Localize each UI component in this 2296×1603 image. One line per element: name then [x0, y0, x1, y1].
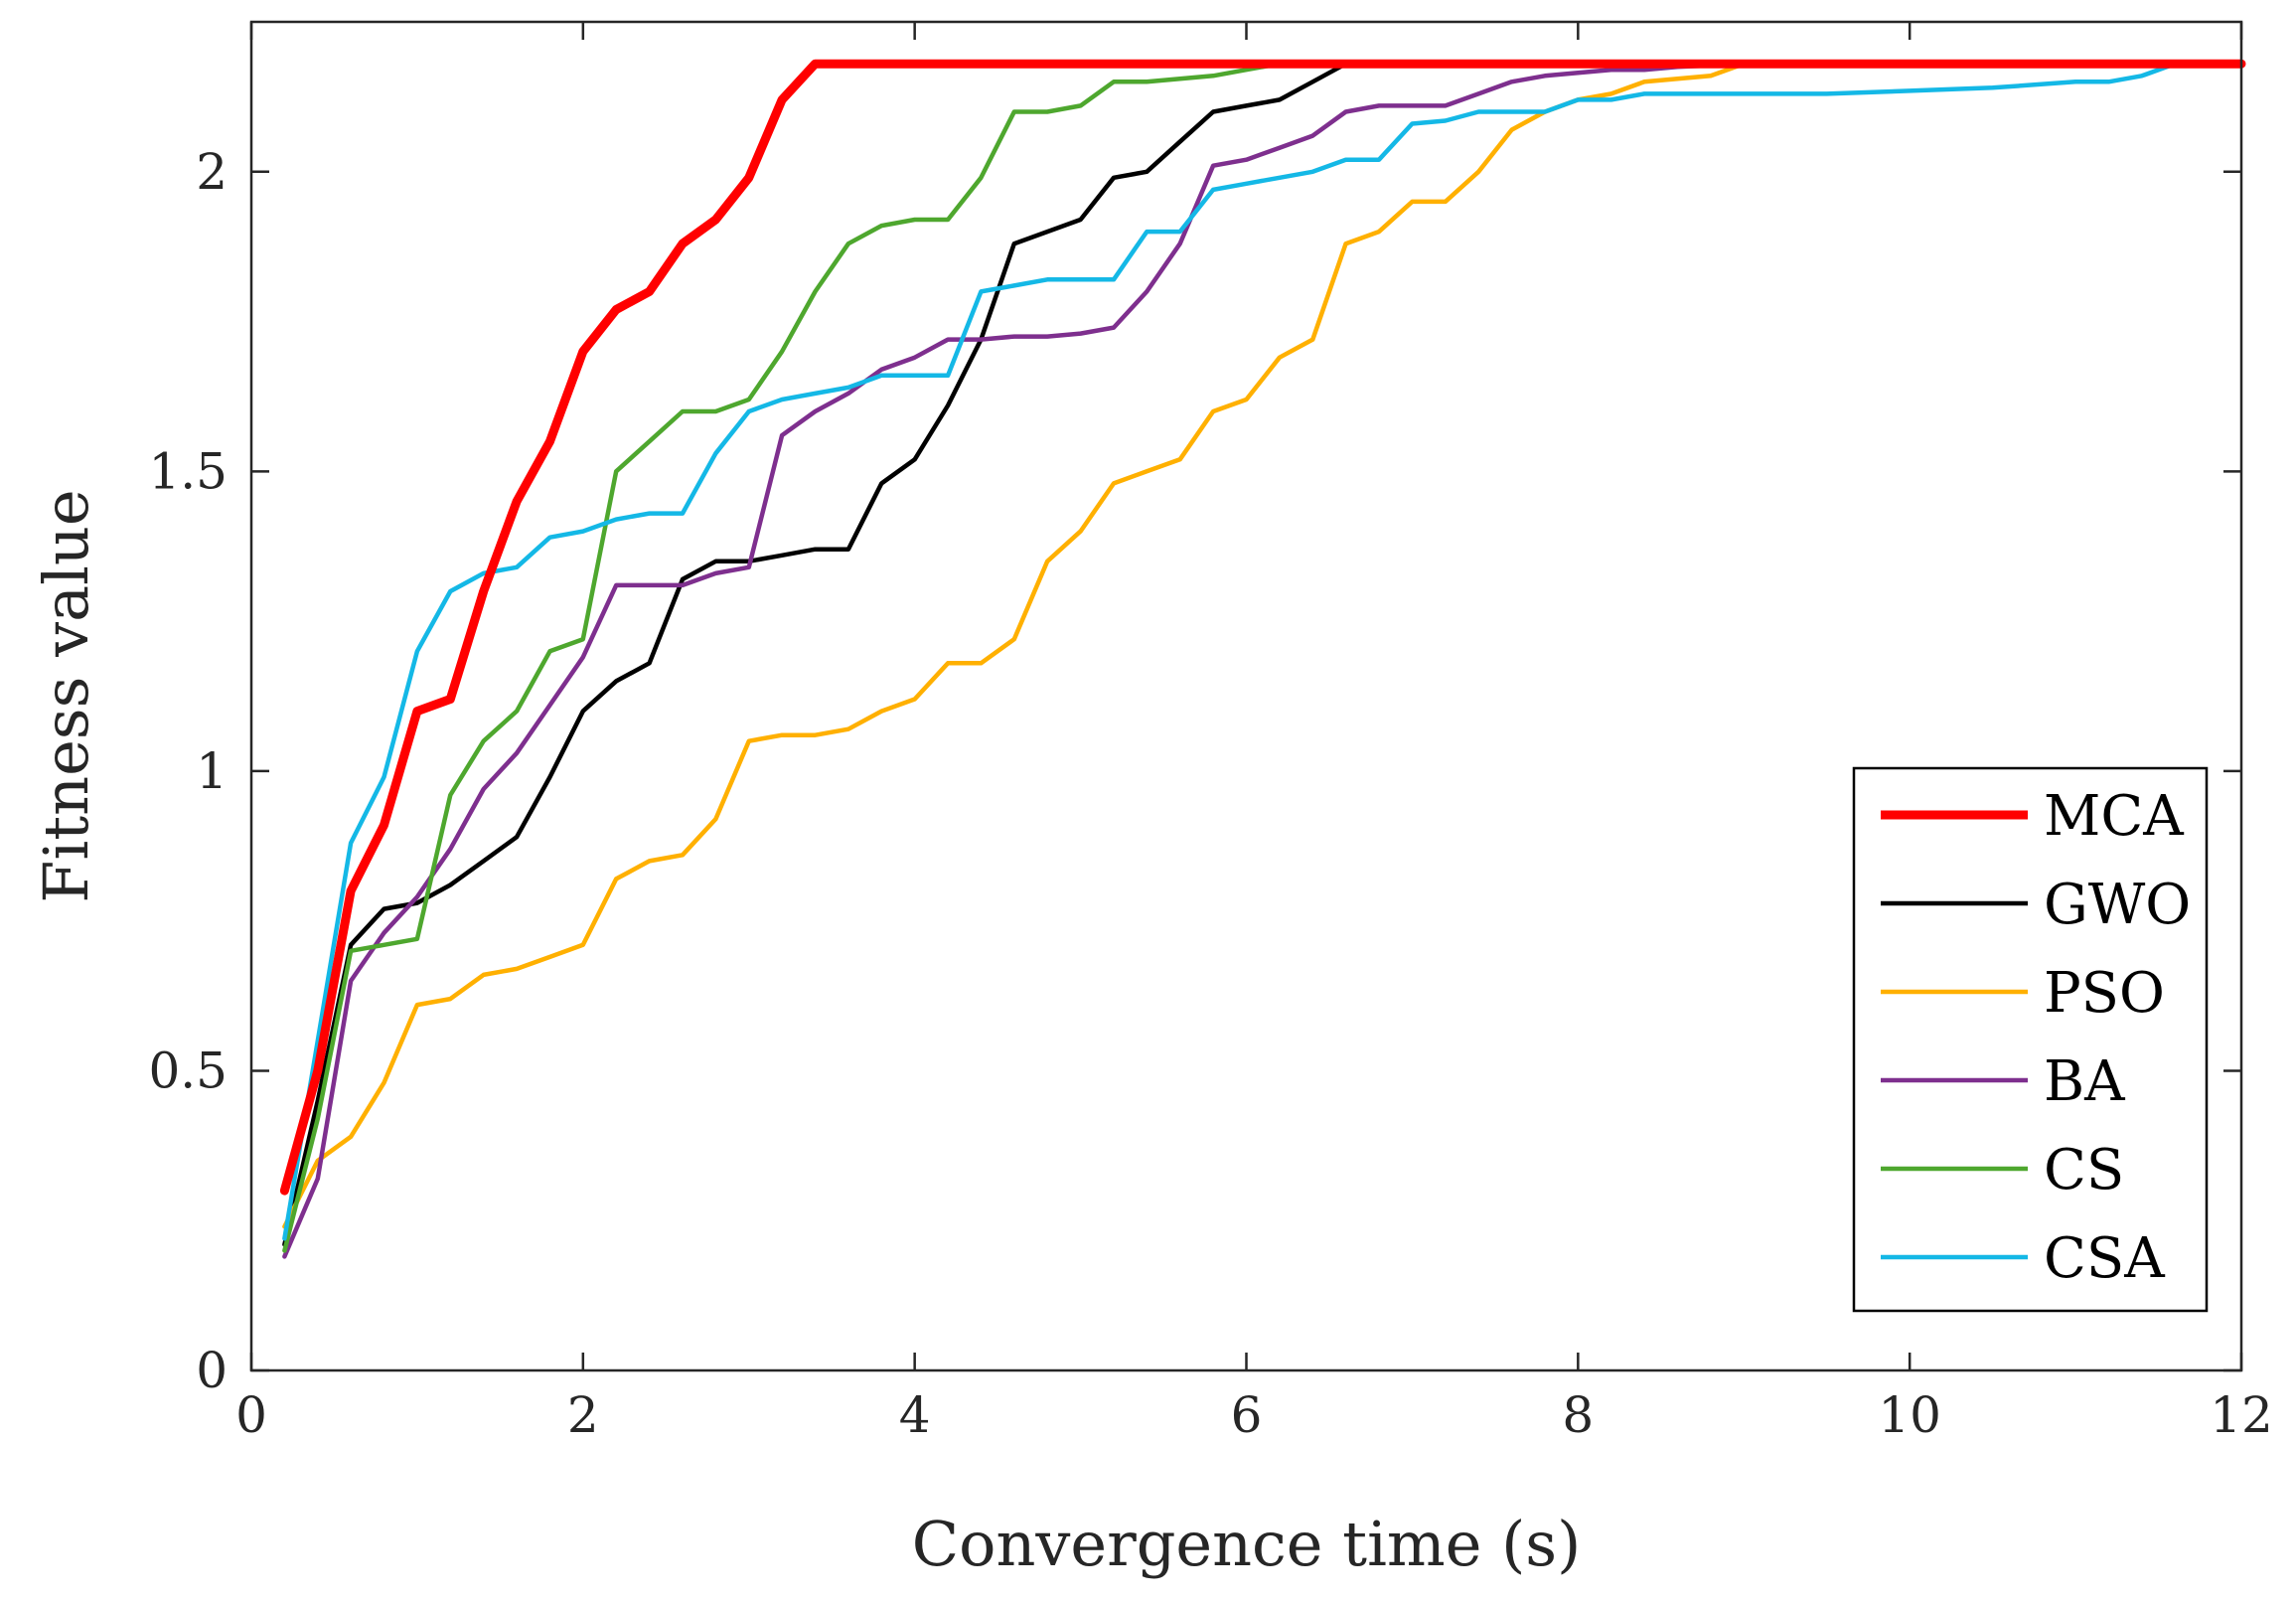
x-tick-label: 2	[567, 1386, 599, 1444]
x-tick-label: 6	[1231, 1386, 1263, 1444]
y-axis-title: Fitness value	[30, 489, 102, 902]
series-layer	[279, 59, 2246, 1259]
y-tick-label: 0.5	[148, 1042, 228, 1099]
series-line-gwo	[282, 61, 2244, 1247]
x-tick-label: 12	[2210, 1386, 2273, 1444]
legend-label-pso: PSO	[2044, 961, 2165, 1026]
tick-label-layer: 0 2 4 6 8 10 12 0 0.5 1 1.5 2	[148, 143, 2272, 1444]
y-tick-label: 2	[196, 143, 228, 201]
axes-layer	[249, 20, 2243, 1372]
y-tick-label: 1.5	[148, 442, 228, 500]
series-line-cs	[282, 61, 2244, 1253]
x-tick-label: 4	[899, 1386, 931, 1444]
x-tick-label: 8	[1562, 1386, 1594, 1444]
x-tick-label: 10	[1878, 1386, 1941, 1444]
series-line-ba	[282, 61, 2244, 1259]
x-tick-label: 0	[235, 1386, 267, 1444]
legend-box	[1852, 766, 2209, 1313]
y-tick-label: 1	[196, 742, 228, 800]
legend-label-gwo: GWO	[2044, 873, 2191, 937]
legend-label-mca: MCA	[2044, 784, 2184, 849]
series-line-csa	[282, 61, 2244, 1241]
legend-label-cs: CS	[2044, 1138, 2124, 1202]
legend-label-ba: BA	[2044, 1049, 2125, 1114]
legend-label-csa: CSA	[2044, 1226, 2165, 1291]
y-tick-label: 0	[196, 1342, 228, 1399]
series-line-mca	[279, 59, 2246, 1196]
legend: MCA GWO PSO BA CS CSA	[1852, 766, 2209, 1313]
x-axis-title: Convergence time (s)	[912, 1508, 1582, 1580]
series-line-pso	[282, 61, 2244, 1229]
